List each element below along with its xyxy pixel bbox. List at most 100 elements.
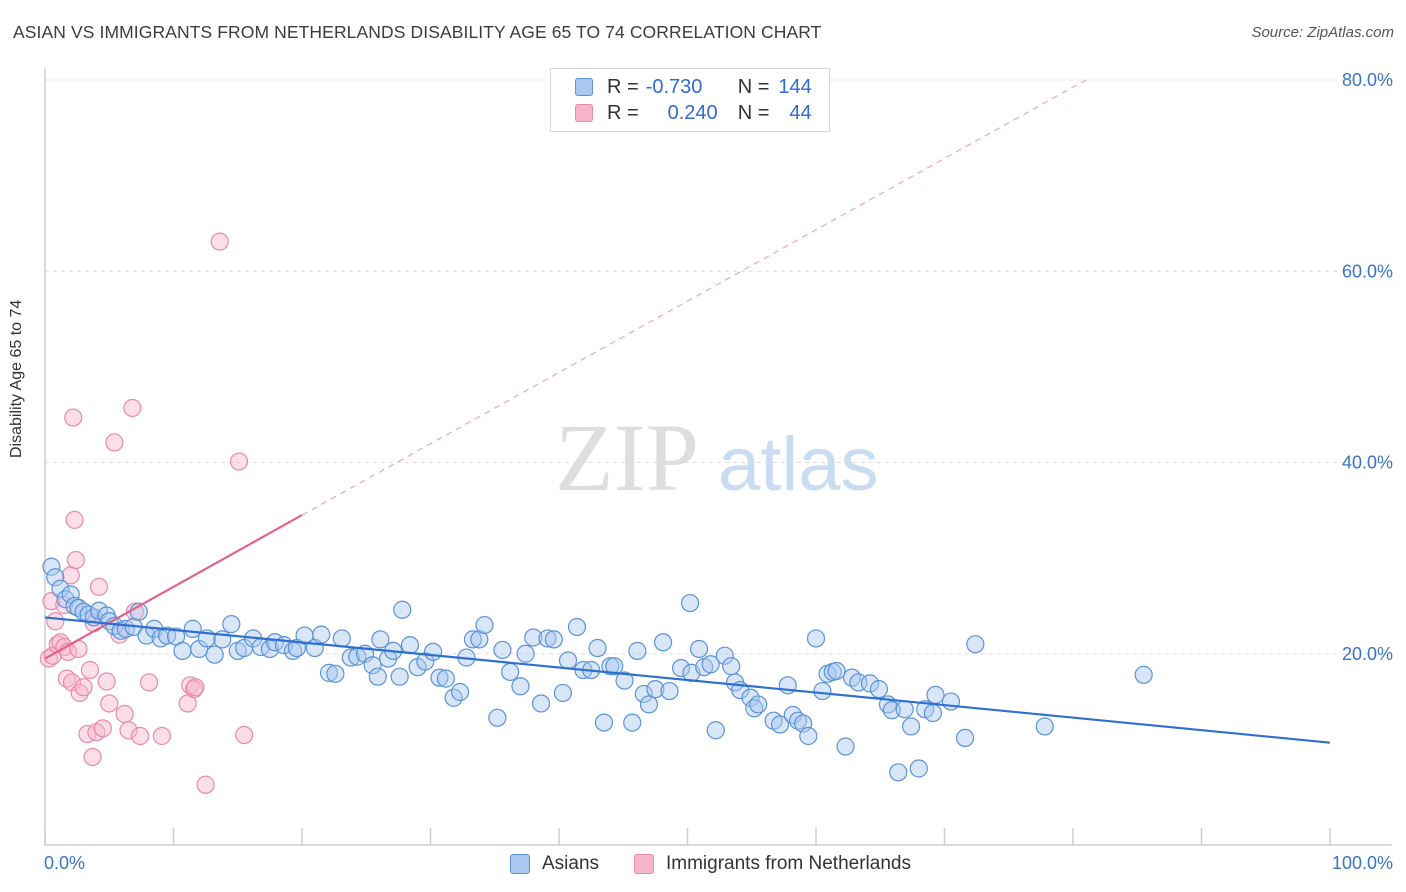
correlation-stats-box: R = -0.730 N = 144 R = 0.240 N = 44 bbox=[550, 68, 830, 132]
asians-point bbox=[463, 630, 483, 649]
asians-point bbox=[553, 683, 572, 703]
asians-point bbox=[901, 717, 921, 736]
asians-point bbox=[701, 655, 720, 674]
asians-point bbox=[623, 713, 642, 732]
netherlands-point bbox=[115, 704, 134, 724]
asians-point bbox=[423, 642, 443, 661]
netherlands-point bbox=[105, 433, 124, 452]
asians-point bbox=[368, 667, 387, 686]
legend-netherlands-swatch bbox=[634, 854, 654, 874]
netherlands-point bbox=[186, 678, 205, 697]
asians-point bbox=[628, 641, 647, 660]
asians-point bbox=[393, 600, 412, 619]
netherlands-point bbox=[100, 694, 119, 713]
asians-point bbox=[615, 671, 634, 690]
asians-point bbox=[51, 579, 70, 598]
asians-point bbox=[889, 763, 908, 782]
netherlands-point bbox=[196, 775, 215, 794]
netherlands-point bbox=[123, 398, 142, 418]
y-tick-label: 40.0% bbox=[1342, 453, 1393, 473]
asians-point bbox=[966, 635, 985, 654]
netherlands-point bbox=[229, 452, 249, 471]
asians-point bbox=[646, 680, 665, 699]
asians-point bbox=[475, 615, 494, 635]
netherlands-point bbox=[83, 747, 102, 767]
x-tick-label: 100.0% bbox=[1332, 853, 1393, 873]
netherlands-point bbox=[89, 577, 109, 596]
netherlands-trend-line bbox=[44, 514, 303, 660]
asians-point bbox=[799, 726, 818, 746]
asians-trend-line bbox=[44, 616, 1331, 744]
asians-point bbox=[531, 694, 551, 713]
netherlands-point bbox=[74, 678, 93, 697]
asians-point bbox=[601, 657, 620, 676]
axes bbox=[44, 68, 1392, 846]
asians-point bbox=[715, 646, 734, 665]
asians-point bbox=[501, 662, 520, 682]
asians-stat-row: R = -0.730 N = 144 bbox=[575, 74, 812, 100]
legend-asians-swatch bbox=[510, 854, 530, 874]
netherlands-point bbox=[97, 672, 116, 691]
y-tick-label: 60.0% bbox=[1342, 261, 1393, 281]
trend-lines bbox=[44, 79, 1331, 744]
asians-point bbox=[827, 661, 846, 681]
asians-point bbox=[588, 638, 607, 658]
asians-point bbox=[332, 629, 351, 648]
x-tick-label: 0.0% bbox=[44, 853, 85, 873]
asians-point bbox=[680, 593, 700, 613]
asians-point bbox=[416, 652, 435, 671]
asians-point bbox=[312, 625, 331, 644]
asians-point bbox=[61, 585, 80, 604]
asians-point bbox=[653, 633, 673, 652]
asians-point bbox=[689, 639, 709, 659]
watermark-atlas: atlas bbox=[718, 422, 879, 507]
asians-point bbox=[390, 667, 409, 686]
asians-point bbox=[511, 677, 530, 696]
source-label: Source: ZipAtlas.com bbox=[1251, 24, 1394, 41]
asians-point bbox=[538, 629, 557, 648]
asians-point bbox=[706, 721, 725, 740]
asians-point bbox=[909, 759, 928, 778]
netherlands-swatch bbox=[575, 104, 593, 122]
asians-point bbox=[42, 557, 61, 576]
netherlands-r-value: 0.240 bbox=[667, 101, 718, 124]
tick-labels: 20.0% 40.0% 60.0% 80.0% 0.0% 100.0% bbox=[44, 70, 1393, 873]
asians-point bbox=[836, 737, 855, 756]
asians-point bbox=[1134, 665, 1153, 684]
asians-point bbox=[722, 657, 741, 676]
asians-point bbox=[639, 695, 659, 714]
netherlands-point bbox=[125, 602, 145, 621]
asians-point bbox=[749, 695, 768, 714]
asians-point bbox=[516, 644, 535, 663]
netherlands-n-label: N = bbox=[737, 101, 770, 124]
asians-point bbox=[173, 641, 192, 660]
netherlands-point bbox=[64, 408, 83, 427]
asians-swatch bbox=[575, 78, 593, 96]
asians-point bbox=[79, 605, 98, 624]
asians-point bbox=[363, 656, 382, 675]
asians-point bbox=[450, 682, 470, 702]
netherlands-point bbox=[130, 726, 150, 746]
asians-n-value: 144 bbox=[778, 75, 812, 98]
asians-point bbox=[806, 629, 826, 648]
netherlands-point bbox=[66, 550, 85, 570]
asians-point bbox=[594, 713, 614, 732]
asians-point bbox=[430, 668, 449, 687]
asians-point bbox=[869, 680, 889, 699]
asians-point bbox=[205, 645, 224, 664]
netherlands-point bbox=[65, 510, 84, 529]
asians-points bbox=[42, 557, 1153, 782]
asians-n-label: N = bbox=[737, 75, 770, 98]
netherlands-n-value: 44 bbox=[789, 101, 812, 124]
asians-point bbox=[436, 669, 456, 688]
watermark: ZIP atlas bbox=[555, 404, 879, 511]
netherlands-point bbox=[152, 726, 172, 746]
asians-point bbox=[341, 648, 360, 667]
asians-point bbox=[558, 651, 578, 670]
asians-point bbox=[813, 681, 832, 701]
asians-point bbox=[46, 568, 65, 587]
netherlands-point bbox=[210, 232, 229, 251]
asians-point bbox=[326, 664, 345, 683]
asians-point bbox=[941, 692, 961, 711]
